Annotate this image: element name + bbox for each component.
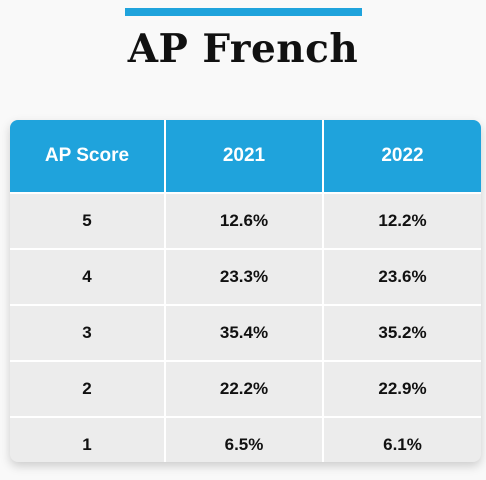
column-header-ap-score: AP Score: [10, 120, 166, 193]
table-row: 5 12.6% 12.2%: [10, 192, 481, 249]
percent-2021-cell: 22.2%: [165, 360, 324, 417]
percent-2021-cell: 23.3%: [165, 248, 324, 305]
score-cell: 1: [10, 416, 166, 462]
table-row: 1 6.5% 6.1%: [10, 416, 481, 462]
page-title: AP French: [127, 26, 359, 72]
score-table-container: AP Score 2021 2022 5 12.6% 12.2% 4 23.3%…: [10, 120, 481, 462]
percent-2022-cell: 6.1%: [323, 416, 481, 462]
score-cell: 2: [10, 360, 166, 417]
table-header-row: AP Score 2021 2022: [10, 120, 481, 193]
column-header-2022: 2022: [323, 120, 481, 193]
score-cell: 3: [10, 304, 166, 361]
table-row: 3 35.4% 35.2%: [10, 304, 481, 361]
column-header-2021: 2021: [165, 120, 324, 193]
percent-2022-cell: 23.6%: [323, 248, 481, 305]
percent-2021-cell: 35.4%: [165, 304, 324, 361]
title-accent-bar: [125, 8, 362, 16]
score-table: AP Score 2021 2022 5 12.6% 12.2% 4 23.3%…: [10, 120, 481, 462]
score-cell: 5: [10, 192, 166, 249]
percent-2022-cell: 22.9%: [323, 360, 481, 417]
percent-2021-cell: 12.6%: [165, 192, 324, 249]
table-row: 2 22.2% 22.9%: [10, 360, 481, 417]
percent-2021-cell: 6.5%: [165, 416, 324, 462]
percent-2022-cell: 35.2%: [323, 304, 481, 361]
percent-2022-cell: 12.2%: [323, 192, 481, 249]
score-cell: 4: [10, 248, 166, 305]
table-row: 4 23.3% 23.6%: [10, 248, 481, 305]
